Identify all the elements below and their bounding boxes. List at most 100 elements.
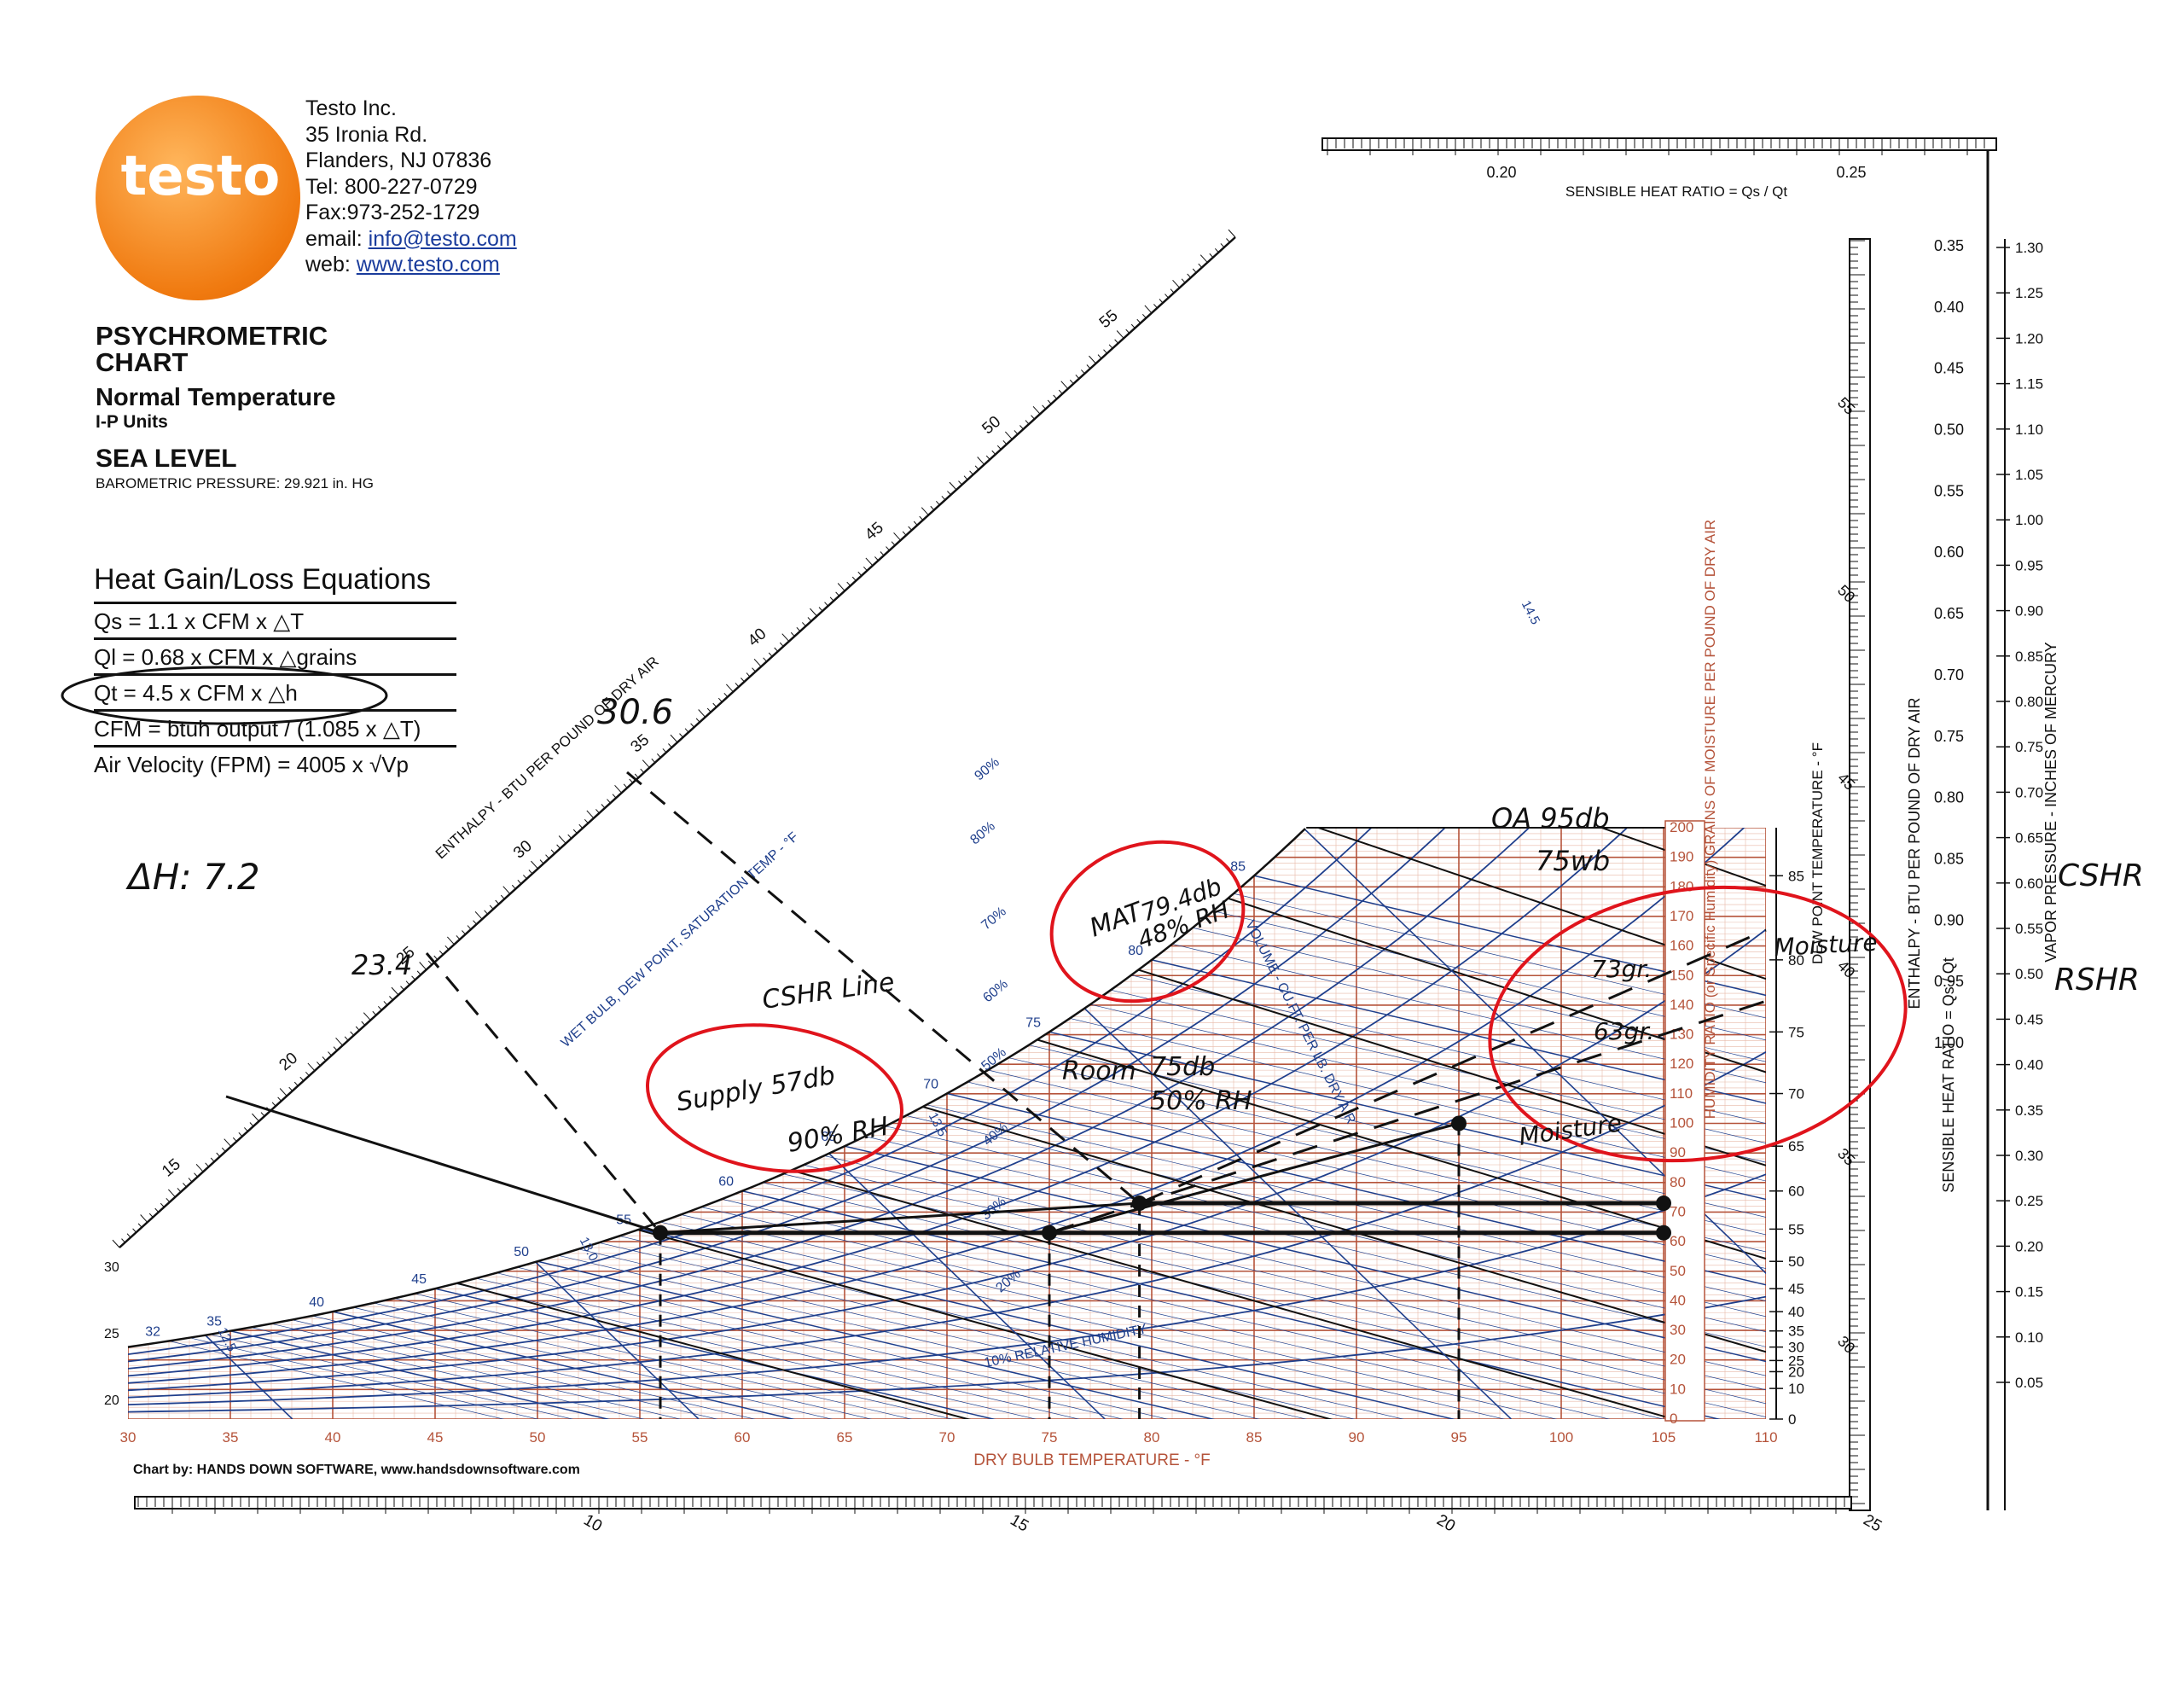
- rh-tick-label: 50%: [979, 1045, 1008, 1074]
- shr-tick-label: 0.70: [1934, 666, 1964, 684]
- enthalpy-scale-tick: [205, 1162, 210, 1167]
- enthalpy-scale-tick: [154, 1207, 160, 1213]
- email-row: email: info@testo.com: [305, 226, 517, 253]
- rh-curve: [128, 1295, 1766, 1413]
- x-tick-label: 55: [632, 1429, 648, 1446]
- enthalpy-scale-tick: [1069, 379, 1074, 385]
- volume-axis-label: VOLUME - CU.FT. PER LB. DRY AIR: [1242, 918, 1358, 1126]
- enthalpy-scale-tick: [473, 920, 477, 925]
- enthalpy-scale-tick: [712, 702, 717, 707]
- enthalpy-scale-tick: [963, 475, 968, 480]
- enthalpy-scale-tick: [400, 986, 404, 991]
- enthalpy-scale-tick: [578, 823, 584, 829]
- shr-tick-label: 0.65: [1934, 605, 1964, 622]
- humidity-tick-label: 120: [1670, 1056, 1693, 1072]
- room-note: Room: [1062, 1056, 1136, 1086]
- wet-bulb-line: [1233, 893, 1766, 1133]
- equation-ql: Ql = 0.68 x CFM x △grains: [94, 640, 456, 676]
- enthalpy-scale-tick: [299, 1076, 305, 1081]
- wet-bulb-line: [516, 1266, 1542, 1419]
- web-link[interactable]: www.testo.com: [356, 253, 500, 276]
- x-tick-label: 75: [1042, 1429, 1058, 1446]
- humidity-tick-label: 160: [1670, 938, 1693, 954]
- enthalpy-scale-tick: [1165, 294, 1169, 299]
- enthalpy-scale-tick: [1116, 330, 1124, 339]
- enthalpy-scale-tick: [774, 647, 779, 652]
- top-shr-tick-label: 0.20: [1486, 164, 1516, 181]
- enthalpy-scale-tick: [121, 1238, 125, 1243]
- wet-bulb-line: [557, 1254, 1583, 1419]
- vapor-tick-label: 0.35: [2015, 1102, 2043, 1119]
- enthalpy-scale-tick: [194, 1172, 198, 1178]
- enthalpy-scale-tick: [886, 546, 890, 551]
- enthalpy-scale-tick: [344, 1036, 349, 1041]
- enthalpy-scale-tick: [1004, 431, 1013, 440]
- enthalpy-scale-tick: [132, 1228, 136, 1233]
- enthalpy-scale-tick: [523, 875, 527, 880]
- saturation-tick-label: 65: [821, 1130, 836, 1144]
- enthalpy-scale-tick: [140, 1214, 148, 1223]
- enthalpy-scale-tick: [221, 1147, 226, 1152]
- enthalpy-scale-tick: [935, 500, 940, 506]
- enthalpy-supply-note: 23.4: [351, 949, 412, 981]
- enthalpy-scale-tick: [333, 1046, 338, 1051]
- enthalpy-scale-tick: [1130, 323, 1136, 329]
- cshr-line-extension: [225, 1095, 661, 1235]
- enthalpy-scale-tick: [456, 935, 461, 940]
- dew-point-tick-label: 40: [1788, 1304, 1804, 1320]
- company-name: Testo Inc.: [305, 96, 397, 120]
- enthalpy-tick-label: 55: [1096, 306, 1122, 332]
- enthalpy-scale-tick: [1214, 247, 1219, 253]
- vapor-tick-label: 0.80: [2015, 694, 2043, 710]
- vapor-tick-label: 0.55: [2015, 921, 2043, 937]
- enthalpy-scale-tick: [558, 835, 566, 844]
- enthalpy-scale-tick: [863, 566, 868, 572]
- rh-curve: [128, 828, 1766, 1370]
- enthalpy-scale-tick: [725, 684, 734, 693]
- humidity-tick-label: 140: [1670, 997, 1693, 1013]
- humidity-scale-strip: [1664, 820, 1705, 1422]
- wet-bulb-line: [885, 1126, 1766, 1366]
- wet-bulb-line: [1028, 1044, 1766, 1285]
- enthalpy-scale-tick: [1226, 238, 1230, 243]
- enthalpy-scale-tick: [305, 1071, 310, 1077]
- enthalpy-scale-tick: [1042, 404, 1047, 410]
- vapor-tick-label: 1.10: [2015, 422, 2043, 438]
- equation-air-velocity: Air Velocity (FPM) = 4005 x √Vp: [94, 752, 410, 777]
- email-link[interactable]: info@testo.com: [368, 226, 517, 251]
- enthalpy-scale-tick: [322, 1056, 327, 1062]
- enthalpy-scale-tick: [484, 910, 489, 915]
- rh-curve: [128, 828, 1766, 1363]
- enthalpy-scale-tick: [921, 507, 929, 515]
- enthalpy-scale-tick: [1047, 399, 1052, 404]
- wet-bulb-line: [1110, 989, 1766, 1230]
- enthalpy-scale-tick: [857, 571, 863, 576]
- shr-tick-label: 0.75: [1934, 728, 1964, 745]
- enthalpy-scale-tick: [829, 596, 834, 602]
- enthalpy-scale-tick: [1103, 349, 1107, 354]
- enthalpy-scale-tick: [444, 945, 450, 951]
- wet-bulb-line: [721, 1198, 1746, 1419]
- humidity-tick-label: 70: [1670, 1203, 1686, 1219]
- enthalpy-scale-tick: [363, 1012, 371, 1021]
- delta-h-note: ΔH: 7.2: [125, 856, 260, 898]
- equations-heading: Heat Gain/Loss Equations: [94, 563, 456, 604]
- testo-logo: [96, 96, 300, 300]
- shr-tick-label: 0.55: [1934, 482, 1964, 499]
- enthalpy-scale-tick: [629, 778, 634, 783]
- enthalpy-scale-tick: [947, 491, 951, 496]
- equation-qs: Qs = 1.1 x CFM x △T: [94, 604, 456, 640]
- humidity-tick-label: 100: [1670, 1115, 1693, 1131]
- enthalpy-scale-tick: [427, 960, 433, 965]
- top-shr-tick-label: 0.25: [1836, 164, 1866, 181]
- shr-tick-label: 0.40: [1934, 299, 1964, 316]
- vapor-tick-label: 0.20: [2015, 1238, 2043, 1254]
- wet-bulb-line: [250, 1327, 1275, 1419]
- enthalpy-scale-tick: [1053, 394, 1058, 399]
- enthalpy-scale-tick: [996, 445, 1002, 450]
- saturation-tick-label: 70: [923, 1078, 938, 1092]
- rh-tick-label: 30%: [979, 1195, 1008, 1224]
- cshr-note: CSHR: [2058, 858, 2144, 893]
- saturation-tick-label: 32: [145, 1324, 160, 1339]
